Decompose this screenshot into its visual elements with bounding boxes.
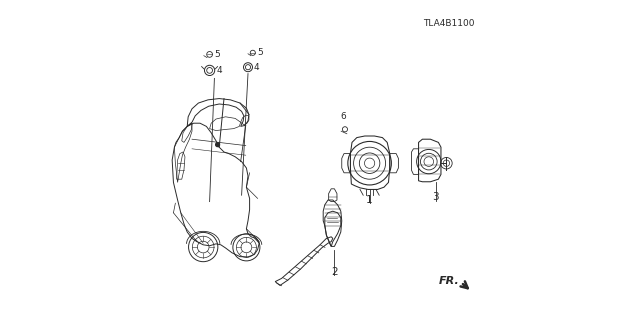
Circle shape	[216, 143, 220, 147]
Text: 6: 6	[340, 112, 346, 121]
Text: FR.: FR.	[438, 276, 460, 286]
Text: 2: 2	[331, 267, 338, 277]
Text: 5: 5	[214, 50, 220, 59]
Text: TLA4B1100: TLA4B1100	[423, 19, 474, 28]
Text: 3: 3	[433, 192, 439, 202]
Text: 4: 4	[216, 66, 222, 75]
Text: 1: 1	[366, 195, 373, 205]
Text: 5: 5	[257, 48, 262, 57]
Text: 4: 4	[254, 63, 259, 72]
